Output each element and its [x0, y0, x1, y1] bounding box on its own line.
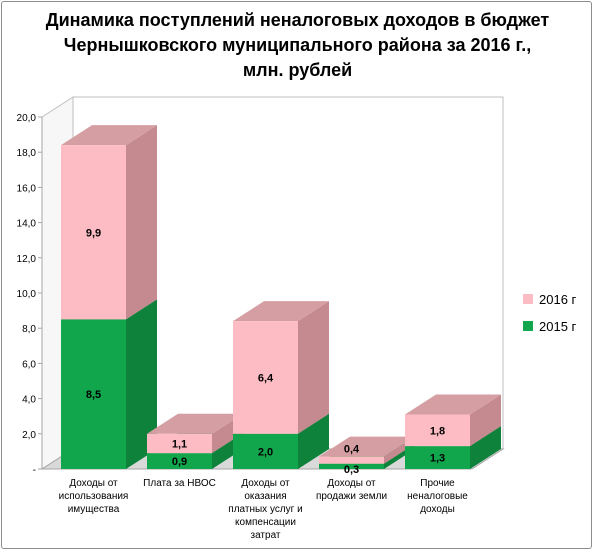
- category-label: продажи земли: [316, 491, 387, 502]
- bar-top-face: [405, 394, 501, 415]
- data-label: 1,8: [430, 425, 445, 437]
- category-label: использования: [59, 491, 129, 502]
- category-label: Доходы от: [69, 478, 118, 489]
- bar-top-face: [147, 413, 243, 434]
- bar-side-face: [126, 125, 157, 320]
- bar-side-face: [298, 413, 329, 469]
- bar-segment: [61, 319, 126, 469]
- bar-side-face: [470, 394, 501, 447]
- bar-top-face: [319, 436, 415, 457]
- bar-top-face: [233, 301, 329, 322]
- data-label: 0,3: [344, 464, 359, 476]
- y-tick-label: 12,0: [17, 254, 37, 265]
- bar-segment: [405, 446, 470, 469]
- y-tick-label: 18,0: [17, 148, 37, 159]
- category-label: платных услуг и: [228, 504, 302, 515]
- category-label: Прочие: [420, 478, 455, 489]
- category-label: компенсации: [235, 517, 296, 528]
- y-tick-label: 20,0: [17, 113, 37, 124]
- y-tick-label: 8,0: [22, 324, 36, 335]
- data-label: 1,3: [430, 453, 445, 465]
- y-tick-label: 14,0: [17, 219, 37, 230]
- legend-label: 2016 г: [539, 292, 577, 307]
- bar-segment: [147, 433, 212, 454]
- y-tick-label: 6,0: [22, 359, 36, 370]
- bar-top-face: [61, 125, 157, 146]
- data-label: 0,9: [172, 456, 187, 468]
- legend-swatch: [523, 321, 533, 331]
- bar-segment: [319, 463, 384, 469]
- chart-title-line: Динамика поступлений неналоговых доходов…: [45, 10, 550, 30]
- y-tick-label: 2,0: [22, 430, 36, 441]
- category-label: доходы: [420, 504, 455, 515]
- data-label: 6,4: [258, 372, 274, 384]
- bar-side-face: [298, 301, 329, 434]
- category-label: Доходы от: [327, 478, 376, 489]
- bar-segment: [319, 456, 384, 464]
- bar-segment: [233, 433, 298, 469]
- category-label: Плата за НВОС: [143, 478, 216, 489]
- bar-segment: [405, 414, 470, 447]
- bar-segment: [61, 145, 126, 320]
- category-label: затрат: [251, 530, 281, 541]
- data-label: 2,0: [258, 446, 273, 458]
- data-label: 1,1: [172, 438, 187, 450]
- data-label: 0,4: [344, 444, 360, 456]
- bar-side-face: [126, 299, 157, 469]
- bar-side-face: [470, 426, 501, 469]
- data-label: 9,9: [86, 227, 101, 239]
- data-label: 8,5: [86, 389, 101, 401]
- y-tick-label: 10,0: [17, 289, 37, 300]
- y-tick-label: -: [33, 465, 36, 476]
- bar-segment: [147, 453, 212, 469]
- chart-title-line: млн. рублей: [242, 60, 353, 80]
- category-label: имущества: [68, 504, 120, 515]
- legend-swatch: [523, 294, 533, 304]
- category-label: оказания: [244, 491, 286, 502]
- chart-title-line: Чернышковского муниципального района за …: [63, 35, 532, 55]
- category-label: неналоговые: [407, 491, 468, 502]
- category-label: Доходы от: [241, 478, 290, 489]
- bar-segment: [233, 321, 298, 434]
- legend-label: 2015 г: [539, 319, 577, 334]
- y-tick-label: 4,0: [22, 395, 36, 406]
- y-tick-label: 16,0: [17, 183, 37, 194]
- chart-title: Динамика поступлений неналоговых доходов…: [20, 8, 575, 83]
